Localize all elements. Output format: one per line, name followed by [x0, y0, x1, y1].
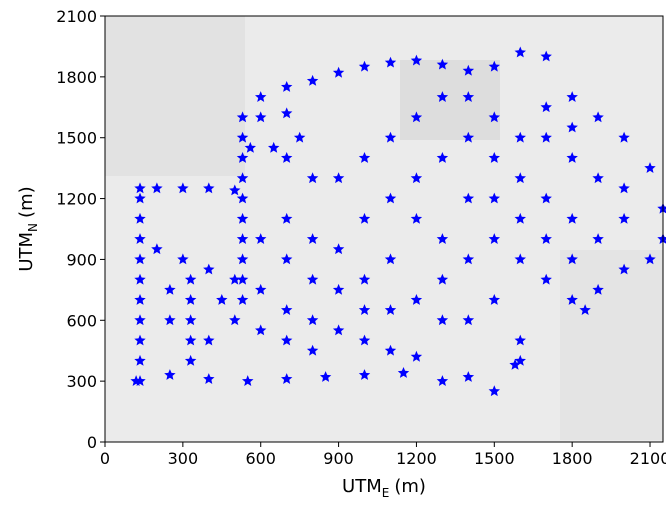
x-label-subscript: E [382, 486, 390, 500]
x-label-main: UTM [342, 476, 382, 497]
x-tick-label: 600 [245, 449, 276, 468]
y-tick-label: 300 [66, 372, 97, 391]
x-axis-label: UTME (m) [342, 476, 426, 500]
y-tick-label: 1800 [56, 68, 97, 87]
x-tick-label: 2100 [630, 449, 666, 468]
map-area [400, 60, 500, 140]
x-tick-label: 1500 [474, 449, 515, 468]
y-label-unit: (m) [16, 186, 37, 218]
y-label-main: UTM [16, 232, 37, 272]
y-tick-label: 1200 [56, 190, 97, 209]
map-area [560, 250, 663, 440]
y-tick-label: 0 [87, 433, 97, 452]
y-tick-label: 2100 [56, 7, 97, 26]
map-area [105, 16, 245, 176]
y-label-subscript: N [26, 223, 40, 232]
y-tick-label: 1500 [56, 129, 97, 148]
x-tick-label: 1200 [396, 449, 437, 468]
y-axis-label: UTMN (m) [16, 186, 40, 271]
x-tick-label: 900 [323, 449, 354, 468]
x-label-unit: (m) [394, 476, 426, 497]
y-tick-label: 600 [66, 311, 97, 330]
y-tick-label: 900 [66, 250, 97, 269]
x-tick-label: 300 [168, 449, 199, 468]
x-tick-label: 0 [100, 449, 110, 468]
chart: UTME(m) UTMN(m) 030060090012001500180021… [0, 0, 666, 502]
x-tick-label: 1800 [552, 449, 593, 468]
